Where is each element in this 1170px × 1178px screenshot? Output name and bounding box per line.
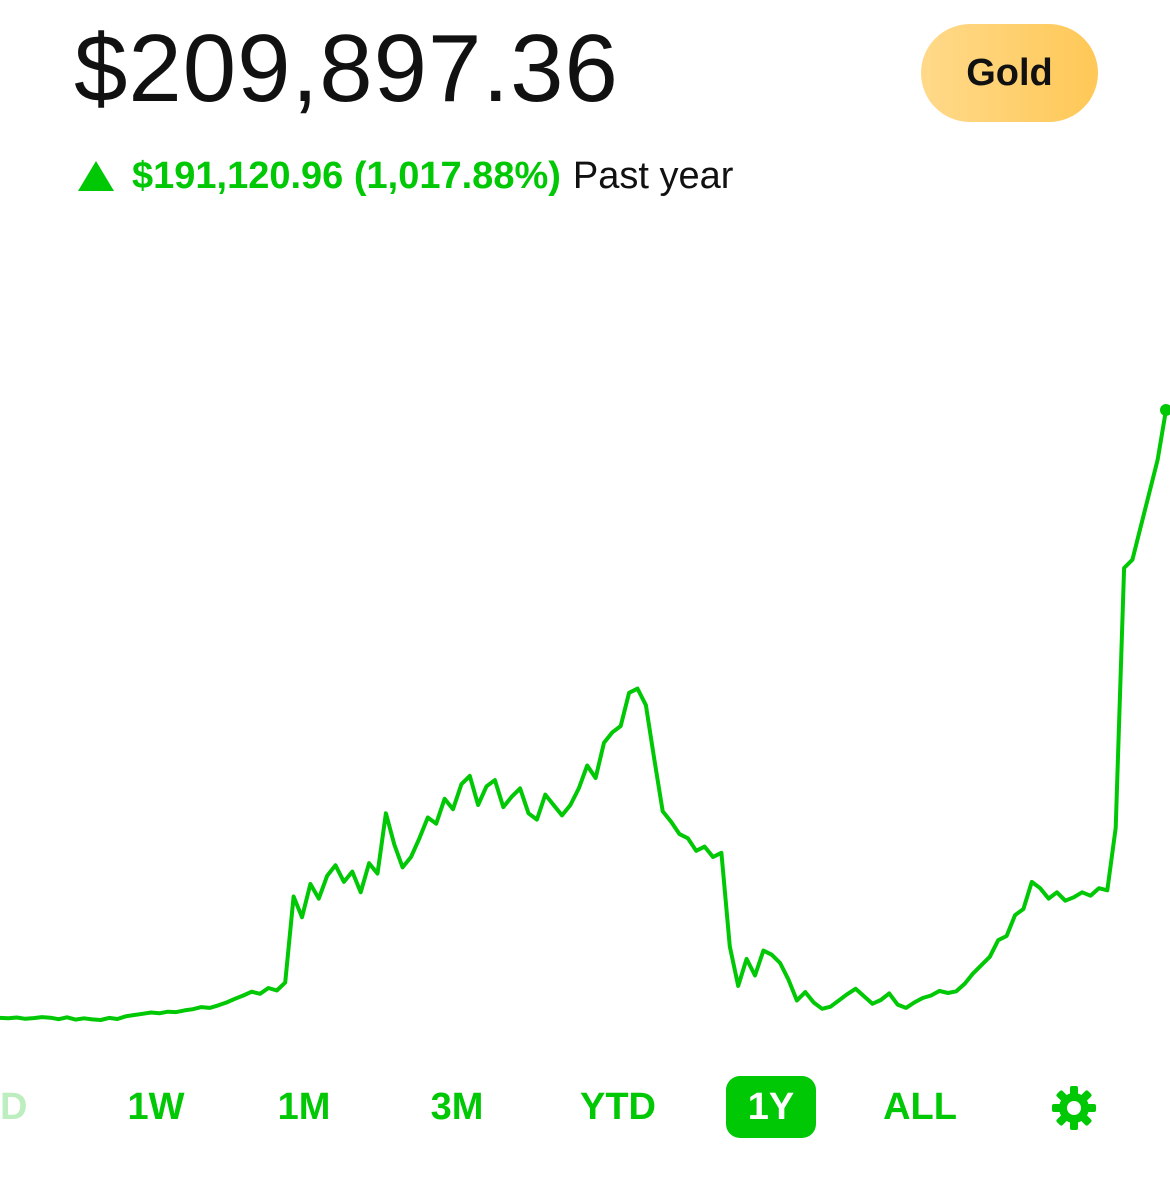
- change-period: Past year: [572, 154, 734, 197]
- time-range-selector: D 1W 1M 3M YTD 1Y ALL: [0, 1070, 1170, 1142]
- portfolio-change: $191,120.96 (1,017.88%) Past year: [78, 150, 733, 202]
- triangle-up-icon: [78, 161, 114, 191]
- range-tab-1m[interactable]: 1M: [277, 1085, 331, 1128]
- range-tab-1w[interactable]: 1W: [127, 1085, 185, 1128]
- gear-icon[interactable]: [1050, 1084, 1098, 1132]
- chart-current-point: [1160, 404, 1170, 416]
- range-tab-3m[interactable]: 3M: [430, 1085, 484, 1128]
- gold-button[interactable]: Gold: [921, 24, 1098, 122]
- chart-series-line: [0, 408, 1168, 1022]
- portfolio-line-chart[interactable]: [0, 380, 1170, 1040]
- range-tab-1d[interactable]: D: [0, 1085, 28, 1128]
- range-tab-1y[interactable]: 1Y: [726, 1076, 816, 1138]
- portfolio-value: $209,897.36: [74, 15, 619, 122]
- change-amount: $191,120.96 (1,017.88%): [132, 154, 561, 197]
- range-tab-all[interactable]: ALL: [883, 1085, 957, 1128]
- range-tab-ytd[interactable]: YTD: [580, 1085, 656, 1128]
